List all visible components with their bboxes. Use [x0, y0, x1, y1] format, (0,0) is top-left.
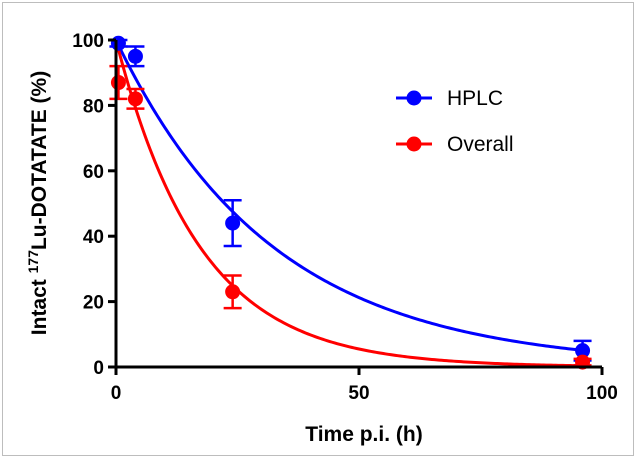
x-axis-title: Time p.i. (h)	[305, 423, 422, 446]
legend: HPLC Overall	[396, 87, 514, 156]
data-point-overall	[127, 91, 143, 107]
x-tick-label: 0	[111, 383, 122, 404]
data-point-overall	[225, 284, 241, 300]
fit-curve-hplc	[114, 39, 588, 353]
y-tick-label: 40	[83, 227, 104, 248]
legend-marker-overall	[406, 136, 422, 152]
x-ticks: 0 50 100	[111, 367, 618, 404]
axes	[114, 40, 602, 369]
fit-curves	[114, 39, 588, 368]
y-tick-label: 80	[83, 96, 104, 117]
x-tick-label: 50	[348, 383, 369, 404]
data-point-overall	[110, 75, 126, 91]
chart-frame: 0 50 100 0 20 40 60 80 100 Time p.i. (h) Intact…	[2, 2, 634, 456]
legend-label-hplc: HPLC	[447, 87, 503, 110]
x-tick-label: 100	[586, 383, 618, 404]
error-bars	[109, 38, 592, 367]
data-point-hplc	[127, 48, 143, 64]
y-axis-title-prefix: Intact	[28, 273, 51, 335]
y-axis-title: Intact 177Lu-DOTATATE (%)	[25, 71, 51, 335]
y-ticks: 0 20 40 60 80 100	[72, 31, 116, 379]
data-point-hplc	[575, 343, 591, 359]
y-tick-label: 60	[83, 162, 104, 183]
y-axis-title-suffix: Lu-DOTATATE (%)	[28, 71, 51, 250]
chart-svg: 0 50 100 0 20 40 60 80 100 Time p.i. (h) Intact…	[25, 31, 618, 446]
data-point-hplc	[225, 215, 241, 231]
y-tick-label: 100	[72, 31, 104, 52]
data-point-hplc	[110, 35, 126, 51]
fit-curve-overall	[114, 39, 588, 368]
y-tick-label: 20	[83, 293, 104, 314]
legend-marker-hplc	[406, 90, 422, 106]
data-points	[110, 35, 591, 370]
legend-label-overall: Overall	[447, 133, 514, 156]
y-tick-label: 0	[93, 358, 104, 379]
y-axis-title-superscript: 177	[25, 250, 41, 274]
